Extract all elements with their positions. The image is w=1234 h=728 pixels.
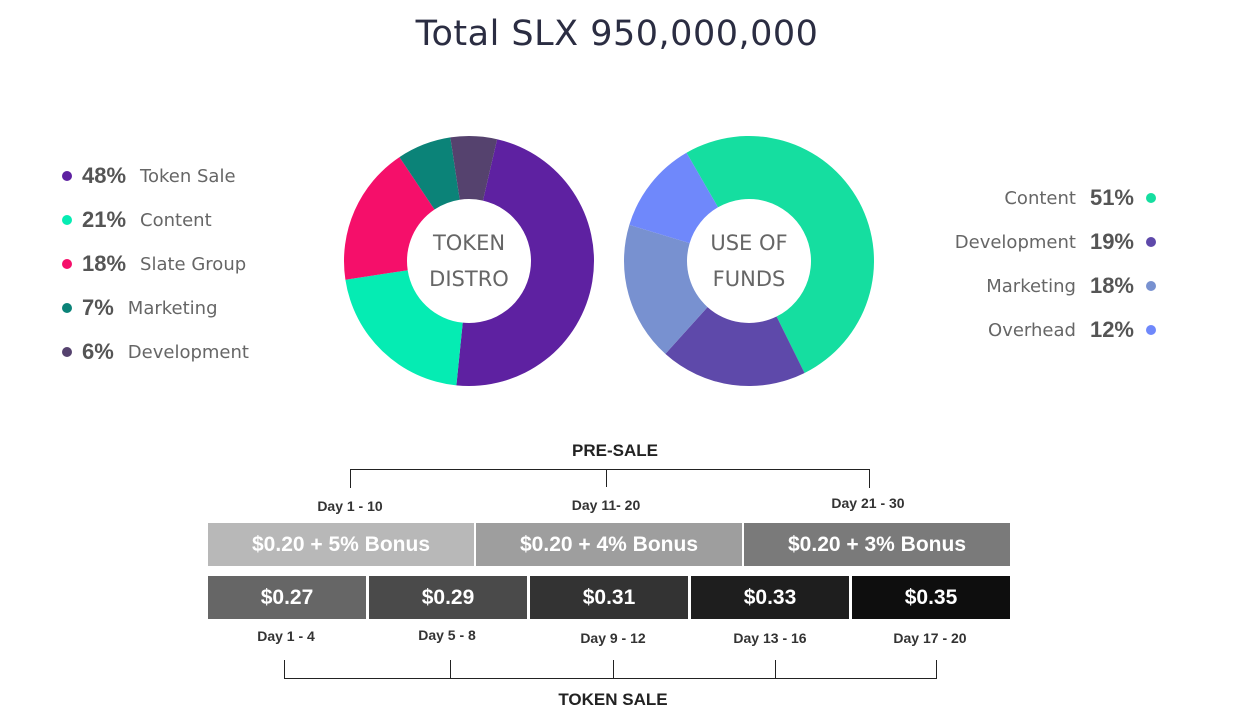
legend-item-overhead: Overhead 12% — [955, 308, 1156, 352]
legend-pct: 21% — [82, 207, 127, 232]
token-distro-center-label: TOKEN DISTRO — [404, 225, 534, 297]
legend-item-development: Development 19% — [955, 220, 1156, 264]
tokensale-day-label: Day 13 - 16 — [733, 630, 807, 646]
legend-pct: 7% — [82, 295, 114, 320]
legend-label: Slate Group — [140, 253, 247, 275]
tokensale-day-label: Day 5 - 8 — [418, 627, 476, 643]
use-of-funds-legend: Content 51% Development 19% Marketing 18… — [955, 176, 1156, 352]
legend-label: Marketing — [986, 275, 1076, 297]
legend-dot — [62, 347, 72, 357]
legend-dot — [1146, 193, 1156, 203]
legend-pct: 18% — [1089, 273, 1134, 298]
legend-item-content: 21% Content — [62, 198, 249, 242]
tokensale-price-box: $0.29 — [369, 576, 527, 619]
legend-item-content: Content 51% — [955, 176, 1156, 220]
tokensale-label: TOKEN SALE — [558, 690, 668, 709]
legend-dot — [1146, 325, 1156, 335]
legend-item-slate-group: 18% Slate Group — [62, 242, 249, 286]
tokensale-bracket-tick — [613, 660, 614, 678]
use-of-funds-center-label: USE OF FUNDS — [684, 225, 814, 297]
presale-price-box: $0.20 + 4% Bonus — [476, 523, 742, 566]
tokensale-day-label: Day 17 - 20 — [893, 630, 967, 646]
token-distro-slice-development — [450, 136, 498, 201]
legend-label: Overhead — [988, 319, 1076, 341]
legend-dot — [62, 259, 72, 269]
use-of-funds-slice-content — [686, 136, 874, 373]
presale-price-box: $0.20 + 3% Bonus — [744, 523, 1010, 566]
presale-day-label: Day 11- 20 — [571, 497, 641, 513]
center-line: TOKEN — [432, 231, 506, 255]
legend-label: Development — [954, 231, 1076, 253]
legend-dot — [62, 215, 72, 225]
tokensale-price-box: $0.33 — [691, 576, 849, 619]
token-distro-legend: 48% Token Sale 21% Content 18% Slate Gro… — [62, 154, 249, 374]
tokensale-price-box: $0.27 — [208, 576, 366, 619]
legend-item-marketing: Marketing 18% — [955, 264, 1156, 308]
center-line: DISTRO — [429, 267, 509, 291]
center-line: FUNDS — [712, 267, 786, 291]
center-line: USE OF — [710, 231, 788, 255]
presale-bracket-tick — [606, 470, 607, 487]
legend-dot — [62, 303, 72, 313]
legend-label: Token Sale — [140, 165, 236, 187]
legend-label: Marketing — [127, 297, 218, 319]
legend-label: Content — [1004, 187, 1076, 209]
token-distro-slice-slate-group — [344, 157, 435, 280]
legend-label: Development — [127, 341, 249, 363]
tokensale-price-box: $0.35 — [852, 576, 1010, 619]
legend-dot — [62, 171, 72, 181]
tokensale-day-label: Day 1 - 4 — [257, 628, 315, 644]
token-distro-slice-content — [345, 270, 463, 386]
legend-pct: 12% — [1089, 317, 1134, 342]
legend-pct: 18% — [82, 251, 127, 276]
presale-bracket — [350, 469, 870, 488]
use-of-funds-slice-overhead — [629, 152, 718, 244]
presale-day-label: Day 21 - 30 — [831, 495, 905, 511]
tokensale-price-box: $0.31 — [530, 576, 688, 619]
tokensale-bracket — [284, 660, 937, 679]
legend-dot — [1146, 237, 1156, 247]
presale-label: PRE-SALE — [572, 441, 658, 460]
legend-pct: 6% — [82, 339, 114, 364]
legend-item-marketing: 7% Marketing — [62, 286, 249, 330]
donut-charts — [344, 136, 874, 387]
tokensale-bracket-tick — [450, 660, 451, 678]
token-distro-slice-marketing — [399, 137, 460, 210]
legend-pct: 19% — [1089, 229, 1134, 254]
legend-item-development: 6% Development — [62, 330, 249, 374]
tokensale-bracket-tick — [775, 660, 776, 678]
legend-pct: 51% — [1089, 185, 1134, 210]
presale-price-box: $0.20 + 5% Bonus — [208, 523, 474, 566]
legend-item-token-sale: 48% Token Sale — [62, 154, 249, 198]
token-distro-slice-token-sale — [456, 139, 595, 387]
legend-pct: 48% — [82, 163, 127, 188]
page-title: Total SLX 950,000,000 — [415, 14, 819, 54]
presale-day-label: Day 1 - 10 — [317, 498, 383, 514]
use-of-funds-slice-marketing — [624, 224, 708, 354]
legend-label: Content — [140, 209, 212, 231]
legend-dot — [1146, 281, 1156, 291]
use-of-funds-slice-development — [665, 307, 805, 386]
tokensale-day-label: Day 9 - 12 — [580, 630, 646, 646]
